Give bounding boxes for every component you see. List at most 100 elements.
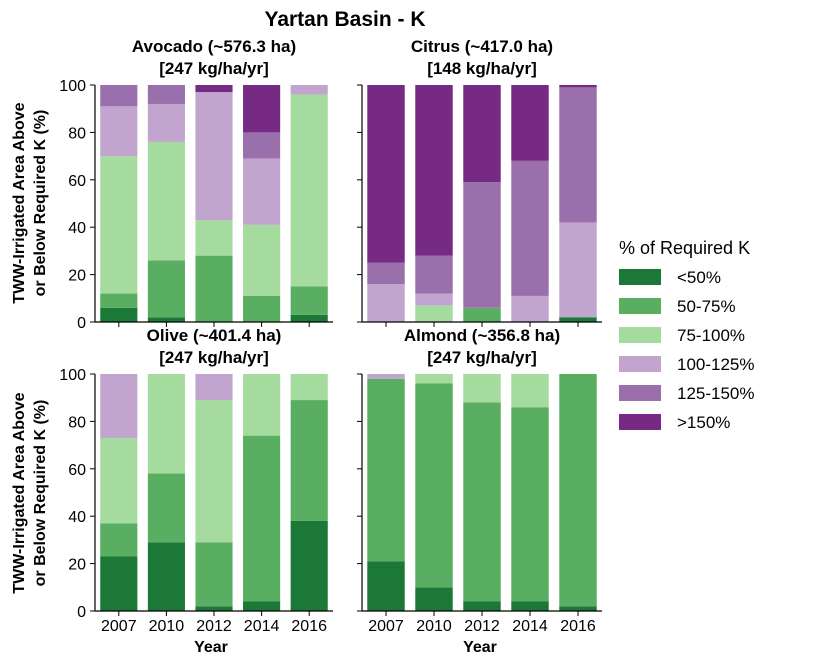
legend-label: 100-125% <box>677 355 755 374</box>
legend-label: <50% <box>677 268 721 287</box>
bar-segment <box>511 85 549 161</box>
bar-segment <box>463 182 501 308</box>
legend-swatch <box>619 385 661 401</box>
legend-label: 50-75% <box>677 297 736 316</box>
x-tick-label: 2014 <box>512 618 548 635</box>
bar-segment <box>511 160 549 296</box>
bar-segment <box>290 94 328 287</box>
bar-segment <box>415 374 453 384</box>
panel-title-line1: Olive (~401.4 ha) <box>147 326 282 345</box>
figure-title: Yartan Basin - K <box>264 8 425 31</box>
bar-segment <box>367 378 405 562</box>
bar-segment <box>147 260 185 318</box>
panel-title-line1: Almond (~356.8 ha) <box>404 326 560 345</box>
legend-label: 75-100% <box>677 326 745 345</box>
y-axis-label-top-line2: or Below Required K (%) <box>32 110 49 297</box>
legend: % of Required K <50% 50-75% 75-100% 100-125… <box>619 238 755 432</box>
bar-segment <box>147 85 185 104</box>
bar-segment <box>195 255 233 322</box>
bar-segment <box>290 85 328 95</box>
x-tick-label: 2014 <box>244 618 280 635</box>
x-tick-label: 2007 <box>101 618 137 635</box>
x-tick-label: 2016 <box>291 618 327 635</box>
y-tick-label: 60 <box>68 173 86 190</box>
bar-segment <box>463 601 501 611</box>
bar-segment <box>147 317 185 322</box>
y-tick-label: 80 <box>68 125 86 142</box>
bar-segment <box>100 437 138 524</box>
y-axis-label-top-line1: TWW-Irrigated Area Above <box>11 102 28 303</box>
bar-segment <box>243 601 281 611</box>
legend-label: >150% <box>677 413 730 432</box>
bar-segment <box>195 400 233 543</box>
bar-segment <box>511 295 549 322</box>
x-tick-label: 2010 <box>416 618 452 635</box>
bar-segment <box>147 473 185 543</box>
bar-segment <box>415 587 453 611</box>
bar-segment <box>195 220 233 256</box>
panel-title-line2: [148 kg/ha/yr] <box>427 59 537 78</box>
y-tick-label: 40 <box>68 509 86 526</box>
panel-title-line2: [247 kg/ha/yr] <box>159 348 269 367</box>
bar-segment <box>243 374 281 436</box>
legend-swatch <box>619 356 661 372</box>
bar-segment <box>559 374 597 607</box>
bar-segment <box>463 374 501 403</box>
y-axis-label-bottom-line2: or Below Required K (%) <box>32 400 49 587</box>
y-tick-label: 0 <box>77 315 86 332</box>
bar-segment <box>100 556 138 611</box>
bar-segment <box>147 103 185 142</box>
bar-segment <box>243 224 281 296</box>
bar-segment <box>100 374 138 438</box>
x-axis-label-left: Year <box>194 639 228 656</box>
bar-segment <box>243 158 281 225</box>
bar-segment <box>290 374 328 401</box>
bar-segment <box>463 85 501 183</box>
bar-segment <box>243 132 281 159</box>
bar-segment <box>463 402 501 602</box>
bar-segment <box>415 85 453 256</box>
bar-segment <box>290 520 328 611</box>
bar-segment <box>559 85 597 88</box>
y-tick-label: 100 <box>59 367 86 384</box>
bar-segment <box>559 87 597 223</box>
panel-title-line1: Avocado (~576.3 ha) <box>132 37 296 56</box>
panel-citrus: Citrus (~417.0 ha) [148 kg/ha/yr] <box>357 37 602 327</box>
bar-segment <box>290 400 328 521</box>
bar-segment <box>195 85 233 93</box>
panel-title-line2: [247 kg/ha/yr] <box>427 348 537 367</box>
bar-segment <box>100 85 138 107</box>
bar-segment <box>559 606 597 611</box>
bar-segment <box>559 222 597 318</box>
bar-segment <box>147 374 185 474</box>
bar-segment <box>415 255 453 294</box>
bar-segment <box>367 85 405 263</box>
bar-segment <box>511 601 549 611</box>
bar-segment <box>415 305 453 322</box>
y-axis-label-bottom: TWW-Irrigated Area Above or Below Requir… <box>11 392 49 593</box>
bar-segment <box>367 262 405 285</box>
legend-swatch <box>619 298 661 314</box>
y-tick-label: 20 <box>68 557 86 574</box>
bar-segment <box>367 284 405 322</box>
legend-label: 125-150% <box>677 384 755 403</box>
bar-segment <box>195 606 233 611</box>
bar-segment <box>243 295 281 322</box>
x-tick-label: 2007 <box>368 618 404 635</box>
bar-segment <box>195 542 233 607</box>
panel-title-line2: [247 kg/ha/yr] <box>159 59 269 78</box>
bar-segment <box>195 374 233 401</box>
bar-segment <box>290 314 328 322</box>
bar-segment <box>147 542 185 611</box>
bar-segment <box>100 523 138 557</box>
bar-segment <box>100 307 138 322</box>
y-axis-label-top: TWW-Irrigated Area Above or Below Requir… <box>11 102 49 303</box>
legend-swatch <box>619 327 661 343</box>
y-tick-label: 0 <box>77 604 86 621</box>
bar-segment <box>463 307 501 322</box>
y-tick-label: 20 <box>68 268 86 285</box>
legend-title: % of Required K <box>619 238 750 258</box>
bar-segment <box>100 106 138 157</box>
bar-segment <box>415 383 453 588</box>
